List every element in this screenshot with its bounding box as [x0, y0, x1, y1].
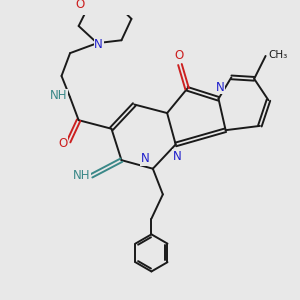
- Text: O: O: [58, 136, 67, 149]
- Text: N: N: [216, 81, 224, 94]
- Text: N: N: [94, 38, 103, 51]
- Text: N: N: [173, 150, 182, 163]
- Text: CH₃: CH₃: [268, 50, 287, 59]
- Text: N: N: [141, 152, 149, 165]
- Text: O: O: [174, 49, 183, 62]
- Text: NH: NH: [50, 89, 67, 102]
- Text: NH: NH: [73, 169, 90, 182]
- Text: O: O: [75, 0, 84, 11]
